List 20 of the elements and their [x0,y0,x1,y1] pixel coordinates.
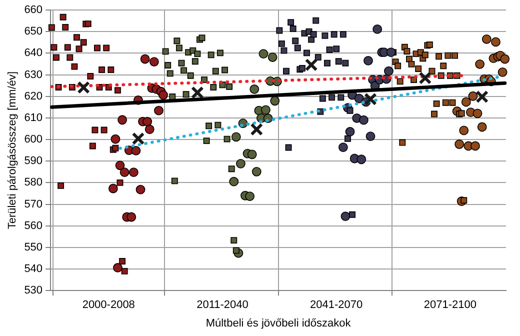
y-tick-label: 570 [24,198,43,210]
x-tick-label: 2071-2100 [424,299,477,312]
y-tick-label: 580 [24,176,43,189]
y-tick-label: 650 [24,26,43,38]
y-tick-label: 620 [24,90,43,102]
x-tick-label: 2011-2040 [196,299,248,312]
x-tick-label: 2041-2070 [310,299,363,312]
y-tick-label: 610 [24,112,43,124]
y-tick-label: 550 [24,241,43,254]
y-tick-label: 660 [24,4,43,16]
x-axis-title: Múltbeli és jövőbeli időszakok [206,317,352,330]
y-axis-title: Területi párolgásösszeg [mm/év] [6,71,19,230]
y-tick-label: 630 [24,68,43,81]
x-tick-label: 2000-2008 [82,299,135,312]
y-tick-label: 640 [24,47,43,60]
y-tick-label: 530 [24,284,43,297]
y-tick-label: 540 [24,263,43,276]
y-tick-label: 560 [24,220,43,232]
y-tick-label: 590 [24,155,43,168]
y-tick-label: 600 [24,134,43,146]
